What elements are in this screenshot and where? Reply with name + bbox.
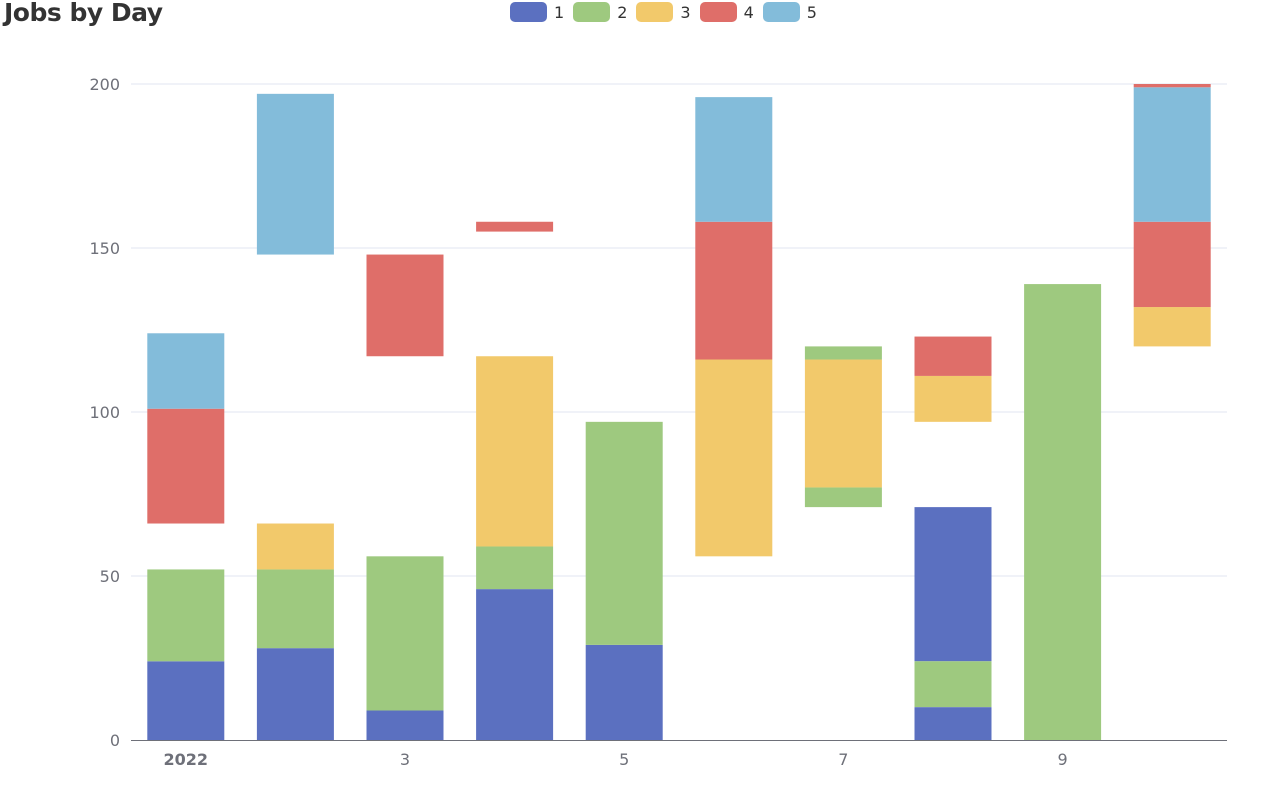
bar-series-5-day-2[interactable] — [256, 93, 334, 255]
bar-series-1-day-3[interactable] — [366, 710, 444, 740]
bar-series-3-day-6[interactable] — [695, 359, 773, 557]
legend-label-5: 5 — [806, 2, 817, 22]
bar-series-4-day-10[interactable] — [1133, 221, 1211, 308]
y-tick-label: 200 — [89, 75, 120, 94]
bar-series-2-day-5[interactable] — [585, 421, 663, 645]
bar-series-1-day-2022[interactable] — [147, 661, 225, 740]
bar-series-5-day-6[interactable] — [695, 97, 773, 222]
y-tick-label: 150 — [89, 239, 120, 258]
x-tick-label: 9 — [1058, 750, 1068, 769]
y-tick-label: 0 — [110, 731, 120, 750]
bar-series-2-day-2022[interactable] — [147, 569, 225, 662]
bar-series-4-day-3[interactable] — [366, 254, 444, 357]
chart-title: Jobs by Day — [4, 0, 163, 27]
bar-series-2-day-8[interactable] — [914, 661, 992, 708]
legend: 1 2 3 4 5 — [510, 2, 826, 22]
bar-series-2-day-4[interactable] — [476, 546, 554, 590]
y-tick-label: 100 — [89, 403, 120, 422]
x-tick-label: 5 — [619, 750, 629, 769]
x-tick-label: 3 — [400, 750, 410, 769]
legend-item-5[interactable]: 5 — [762, 2, 817, 22]
legend-label-3: 3 — [680, 2, 691, 22]
legend-swatch-5 — [762, 2, 800, 22]
bar-series-1-day-8[interactable] — [914, 507, 992, 662]
bar-series-4-day-2022[interactable] — [147, 408, 225, 524]
bar-series-4-day-8[interactable] — [914, 336, 992, 376]
y-tick-label: 50 — [100, 567, 120, 586]
legend-swatch-3 — [636, 2, 674, 22]
bar-series-3-day-7[interactable] — [804, 359, 882, 488]
bar-series-1-day-5[interactable] — [585, 644, 663, 740]
legend-swatch-1 — [510, 2, 547, 22]
legend-item-3[interactable]: 3 — [636, 2, 691, 22]
bar-series-4-day-4[interactable] — [476, 221, 554, 232]
bar-series-4-day-6[interactable] — [695, 221, 773, 360]
bar-series-1-day-4[interactable] — [476, 589, 554, 740]
legend-label-1: 1 — [554, 2, 565, 22]
bar-series-3-day-4[interactable] — [476, 356, 554, 547]
x-tick-label: 7 — [838, 750, 848, 769]
bar-series-3-day-8[interactable] — [914, 375, 992, 422]
legend-item-1[interactable]: 1 — [510, 2, 564, 22]
bar-series-2-day-9[interactable] — [1024, 284, 1102, 740]
legend-label-4: 4 — [743, 2, 754, 22]
bar-series-1-day-2[interactable] — [256, 648, 334, 740]
bar-series-1-day-8[interactable] — [914, 707, 992, 740]
bar-series-5-day-10[interactable] — [1133, 87, 1211, 222]
bar-series-3-day-2[interactable] — [256, 523, 334, 570]
legend-item-4[interactable]: 4 — [699, 2, 754, 22]
legend-swatch-2 — [573, 2, 611, 22]
x-tick-label: 2022 — [164, 750, 209, 769]
bar-series-2-day-7[interactable] — [804, 487, 882, 508]
legend-label-2: 2 — [617, 2, 628, 22]
legend-item-2[interactable]: 2 — [573, 2, 627, 22]
bar-series-2-day-2[interactable] — [256, 569, 334, 649]
bar-series-5-day-2022[interactable] — [147, 333, 225, 409]
bar-series-4-day-10[interactable] — [1133, 84, 1211, 88]
legend-swatch-4 — [699, 2, 737, 22]
bar-series-2-day-7[interactable] — [804, 346, 882, 360]
bar-series-3-day-10[interactable] — [1133, 307, 1211, 347]
bar-series-2-day-3[interactable] — [366, 556, 444, 711]
